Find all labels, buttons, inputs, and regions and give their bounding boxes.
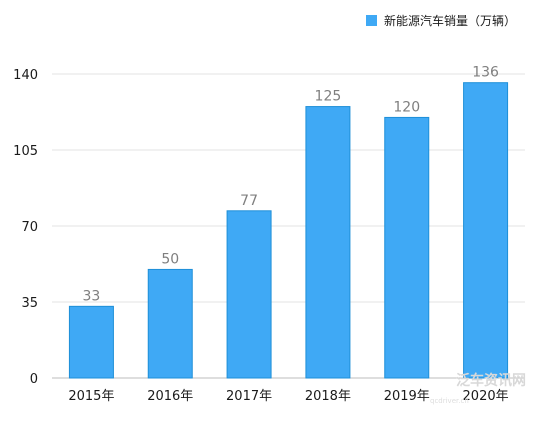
y-tick-label: 35 bbox=[21, 296, 38, 311]
watermark: 泛车资讯网 qcdriver.cn bbox=[430, 372, 526, 405]
gridlines bbox=[52, 73, 525, 379]
data-label: 136 bbox=[472, 65, 499, 81]
y-tick-label: 70 bbox=[21, 220, 38, 235]
x-tick-label: 2020年 bbox=[463, 389, 509, 404]
x-tick-label: 2016年 bbox=[147, 389, 193, 404]
y-tick-label: 0 bbox=[30, 372, 38, 387]
data-label: 33 bbox=[83, 288, 101, 304]
y-tick-label: 140 bbox=[13, 68, 38, 83]
x-tick-label: 2015年 bbox=[68, 389, 114, 404]
bar bbox=[147, 268, 193, 379]
data-label: 120 bbox=[393, 99, 420, 115]
y-tick-label: 105 bbox=[13, 144, 38, 159]
x-tick-label: 2017年 bbox=[226, 389, 272, 404]
bar bbox=[384, 116, 430, 379]
legend: 新能源汽车销量（万辆） bbox=[366, 13, 516, 28]
data-label: 77 bbox=[240, 193, 258, 209]
legend-label: 新能源汽车销量（万辆） bbox=[384, 13, 516, 28]
bar bbox=[463, 82, 509, 379]
x-tick-label: 2019年 bbox=[384, 389, 430, 404]
x-axis-ticks: 2015年 2016年 2017年 2018年 2019年 2020年 bbox=[68, 389, 508, 404]
y-axis-ticks: 0 35 70 105 140 bbox=[13, 68, 38, 387]
x-tick-label: 2018年 bbox=[305, 389, 351, 404]
bar bbox=[226, 210, 272, 379]
data-label: 50 bbox=[161, 251, 179, 267]
legend-swatch bbox=[366, 15, 377, 26]
data-label: 125 bbox=[315, 89, 342, 105]
bar bbox=[305, 106, 351, 379]
watermark-subtext: qcdriver.cn bbox=[430, 397, 469, 405]
data-labels: 33 50 77 125 120 136 bbox=[83, 65, 500, 305]
bars bbox=[68, 82, 509, 379]
bar bbox=[68, 305, 114, 379]
watermark-text: 泛车资讯网 bbox=[456, 372, 526, 389]
